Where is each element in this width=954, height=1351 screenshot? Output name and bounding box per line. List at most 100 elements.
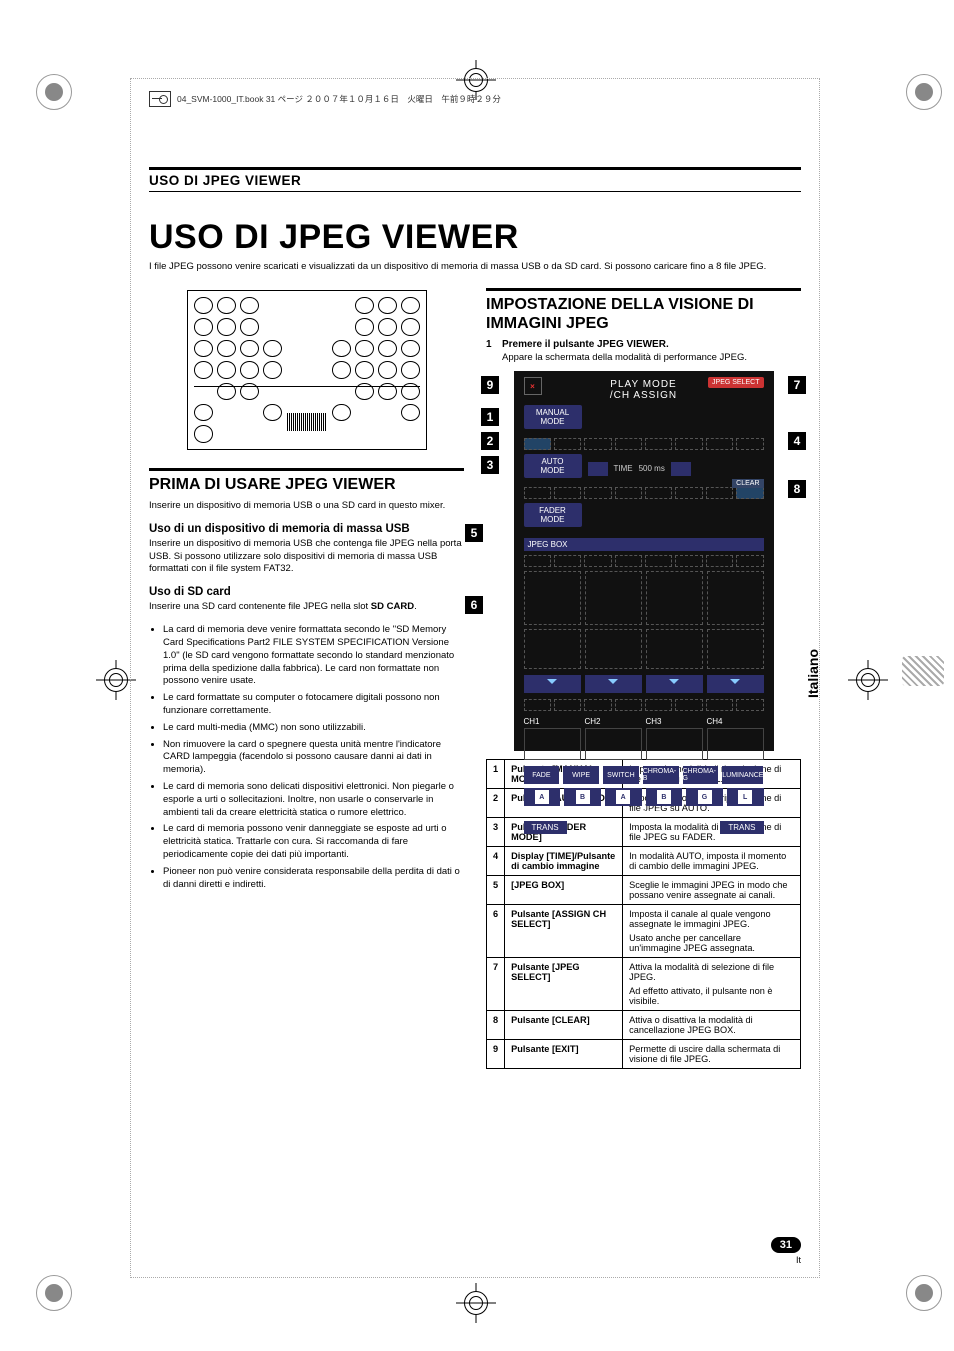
row-val-2: Ad effetto attivato, il pulsante non è v… <box>629 986 794 1006</box>
fx-wipe: WIPE <box>563 766 599 784</box>
avsync-label: AV SYNC <box>524 809 764 818</box>
arrow-left-icon <box>588 462 608 476</box>
reg-mark <box>36 1275 72 1311</box>
left-p1: Inserire un dispositivo di memoria USB o… <box>149 500 464 513</box>
right-column: IMPOSTAZIONE DELLA VISIONE DI IMMAGINI J… <box>486 288 801 1069</box>
reg-mark <box>906 1275 942 1311</box>
bullet: Le card di memoria possono venir dannegg… <box>163 823 464 861</box>
page-number: 31 <box>771 1237 801 1253</box>
row-val: Permette di uscire dalla schermata di vi… <box>623 1040 801 1069</box>
row-num: 1 <box>487 760 505 789</box>
fx-chromag: CHROMA-G <box>683 766 719 784</box>
callout-3: 3 <box>480 455 500 475</box>
jpeg-box-bar: JPEG BOX <box>524 538 764 551</box>
reg-mark <box>906 74 942 110</box>
row-num: 4 <box>487 847 505 876</box>
bullet: Le card di memoria sono delicati disposi… <box>163 781 464 819</box>
p3-bold: SD CARD <box>371 601 414 612</box>
page-title: USO DI JPEG VIEWER <box>149 218 801 257</box>
row-val-1: Attiva la modalità di selezione di file … <box>629 962 774 982</box>
table-row: 5[JPEG BOX]Sceglie le immagini JPEG in m… <box>487 876 801 905</box>
fader-mode: FADER MODE <box>524 503 582 527</box>
row-num: 6 <box>487 905 505 958</box>
left-column: PRIMA DI USARE JPEG VIEWER Inserire un d… <box>149 288 464 1069</box>
p3-pre: Inserire una SD card contenente file JPE… <box>149 601 371 612</box>
section-banner: USO DI JPEG VIEWER <box>149 167 801 192</box>
jpeg-box-label: JPEG BOX <box>528 540 568 549</box>
row-num: 2 <box>487 789 505 818</box>
table-row: 8Pulsante [CLEAR]Attiva o disattiva la m… <box>487 1011 801 1040</box>
left-h3a: Uso di un dispositivo di memoria di mass… <box>149 523 464 535</box>
table-row: 9Pulsante [EXIT]Permette di uscire dalla… <box>487 1040 801 1069</box>
callout-8: 8 <box>787 479 807 499</box>
row-key: Pulsante [CLEAR] <box>505 1011 623 1040</box>
fx-fade: FADE <box>524 766 560 784</box>
table-row: 4Display [TIME]/Pulsante di cambio immag… <box>487 847 801 876</box>
time-value: 500 ms <box>639 464 665 473</box>
bullet: Non rimuovere la card o spegnere questa … <box>163 739 464 777</box>
crosshair-right <box>848 660 888 700</box>
fx-let: B <box>576 790 590 804</box>
fx-switch: SWITCH <box>603 766 639 784</box>
time-label: TIME <box>614 464 633 473</box>
step-1: 1 Premere il pulsante JPEG VIEWER. <box>486 339 801 350</box>
intro-text: I file JPEG possono venire scaricati e v… <box>149 261 801 274</box>
left-p3: Inserire una SD card contenente file JPE… <box>149 601 464 614</box>
row-key: Pulsante [JPEG SELECT] <box>505 958 623 1011</box>
row-num: 3 <box>487 818 505 847</box>
fx-chromab: CHROMA-B <box>643 766 679 784</box>
manual-mode: MANUAL MODE <box>524 405 582 429</box>
fx-lum: LUMINANCE <box>722 766 763 784</box>
table-row: 6Pulsante [ASSIGN CH SELECT] Imposta il c… <box>487 905 801 958</box>
row-num: 5 <box>487 876 505 905</box>
row-val: In modalità AUTO, imposta il momento di … <box>623 847 801 876</box>
screen-mock: × JPEG SELECT PLAY MODE /CH ASSIGN MANUA… <box>514 371 774 751</box>
fx-let: B <box>657 790 671 804</box>
book-icon <box>149 91 171 107</box>
page-frame: 04_SVM-1000_IT.book 31 ページ ２００７年１０月１６日 火… <box>130 78 820 1278</box>
callout-9: 9 <box>480 375 500 395</box>
screen-wrap: 9 1 2 3 5 6 7 4 8 × JPEG SELECT PLAY MOD… <box>486 371 801 751</box>
row-val: Attiva o disattiva la modalità di cancel… <box>623 1011 801 1040</box>
meta-text: 04_SVM-1000_IT.book 31 ページ ２００７年１０月１６日 火… <box>177 93 501 105</box>
callout-7: 7 <box>787 375 807 395</box>
p3-post: . <box>414 601 417 612</box>
fx-let: A <box>616 790 630 804</box>
right-h2: IMPOSTAZIONE DELLA VISIONE DI IMMAGINI J… <box>486 288 801 333</box>
callout-1: 1 <box>480 407 500 427</box>
trans-right: TRANS <box>720 821 763 834</box>
fx-let: G <box>698 790 712 804</box>
row-val-2: Usato anche per cancellare un'immagine J… <box>629 933 794 953</box>
row-key: Pulsante [ASSIGN CH SELECT] <box>505 905 623 958</box>
callout-6: 6 <box>464 595 484 615</box>
bullet: Le card multi-media (MMC) non sono utili… <box>163 722 464 735</box>
ch1: CH1 <box>524 717 581 726</box>
fx-let: A <box>535 790 549 804</box>
row-val: Sceglie le immagini JPEG in modo che pos… <box>623 876 801 905</box>
row-key: [JPEG BOX] <box>505 876 623 905</box>
callout-4: 4 <box>787 431 807 451</box>
print-meta: 04_SVM-1000_IT.book 31 ページ ２００７年１０月１６日 火… <box>149 91 801 107</box>
ch2: CH2 <box>585 717 642 726</box>
left-h3b: Uso di SD card <box>149 586 464 598</box>
ch4: CH4 <box>707 717 764 726</box>
left-h2: PRIMA DI USARE JPEG VIEWER <box>149 468 464 494</box>
bullet: Le card formattate su computer o fotocam… <box>163 692 464 718</box>
device-figure <box>187 290 427 450</box>
sd-bullets: La card di memoria deve venire formattat… <box>149 624 464 891</box>
bullet: Pioneer non può venire considerata respo… <box>163 866 464 892</box>
reg-mark <box>36 74 72 110</box>
fx-let: L <box>738 790 752 804</box>
auto-mode: AUTO MODE <box>524 454 582 478</box>
page-lang: It <box>771 1255 801 1265</box>
callout-2: 2 <box>480 431 500 451</box>
row-val-1: Imposta il canale al quale vengono asseg… <box>629 909 770 929</box>
table-row: 7Pulsante [JPEG SELECT]Attiva la modalit… <box>487 958 801 1011</box>
hatch-bar <box>902 656 944 686</box>
jpeg-select-badge: JPEG SELECT <box>708 377 763 388</box>
arrow-right-icon <box>671 462 691 476</box>
row-num: 8 <box>487 1011 505 1040</box>
exit-icon: × <box>524 377 542 395</box>
step-num: 1 <box>486 339 496 350</box>
side-language-tab: Italiano <box>805 649 821 698</box>
